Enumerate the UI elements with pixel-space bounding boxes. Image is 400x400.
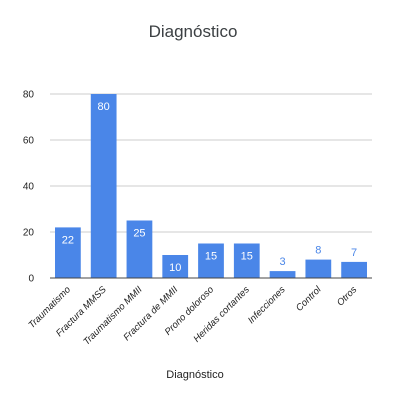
bar <box>126 220 153 278</box>
bar <box>198 243 224 278</box>
bar-value-label: 15 <box>241 251 253 263</box>
x-axis-title: Diagnóstico <box>166 369 223 381</box>
x-tick-label: Control <box>294 284 324 314</box>
bars <box>55 94 367 278</box>
bar-value-label: 3 <box>279 256 285 268</box>
chart-title: Diagnóstico <box>149 22 238 41</box>
bar <box>341 261 367 278</box>
bar-value-label: 25 <box>133 228 145 240</box>
x-tick-label: Infecciones <box>246 284 288 326</box>
x-tick-label: Otros <box>335 284 359 308</box>
bar <box>162 255 189 278</box>
y-tick-label: 60 <box>23 136 35 147</box>
bar-value-label: 15 <box>205 251 217 263</box>
bar <box>269 271 296 278</box>
bar-value-label: 8 <box>315 245 321 257</box>
y-tick-label: 40 <box>23 182 35 193</box>
y-tick-label: 80 <box>23 90 35 101</box>
y-axis-ticks: 0 20 40 60 80 <box>23 90 35 285</box>
y-tick-label: 0 <box>28 274 34 285</box>
bar-value-label: 80 <box>98 101 110 113</box>
data-labels: 22 80 25 10 15 15 3 8 7 <box>62 101 357 274</box>
bar <box>90 94 117 278</box>
bar-value-label: 22 <box>62 234 74 246</box>
y-tick-label: 20 <box>23 228 35 239</box>
bar-value-label: 10 <box>169 262 181 274</box>
bar <box>305 259 332 278</box>
bar <box>55 227 81 278</box>
bar <box>233 243 260 278</box>
bar-value-label: 7 <box>351 247 357 259</box>
